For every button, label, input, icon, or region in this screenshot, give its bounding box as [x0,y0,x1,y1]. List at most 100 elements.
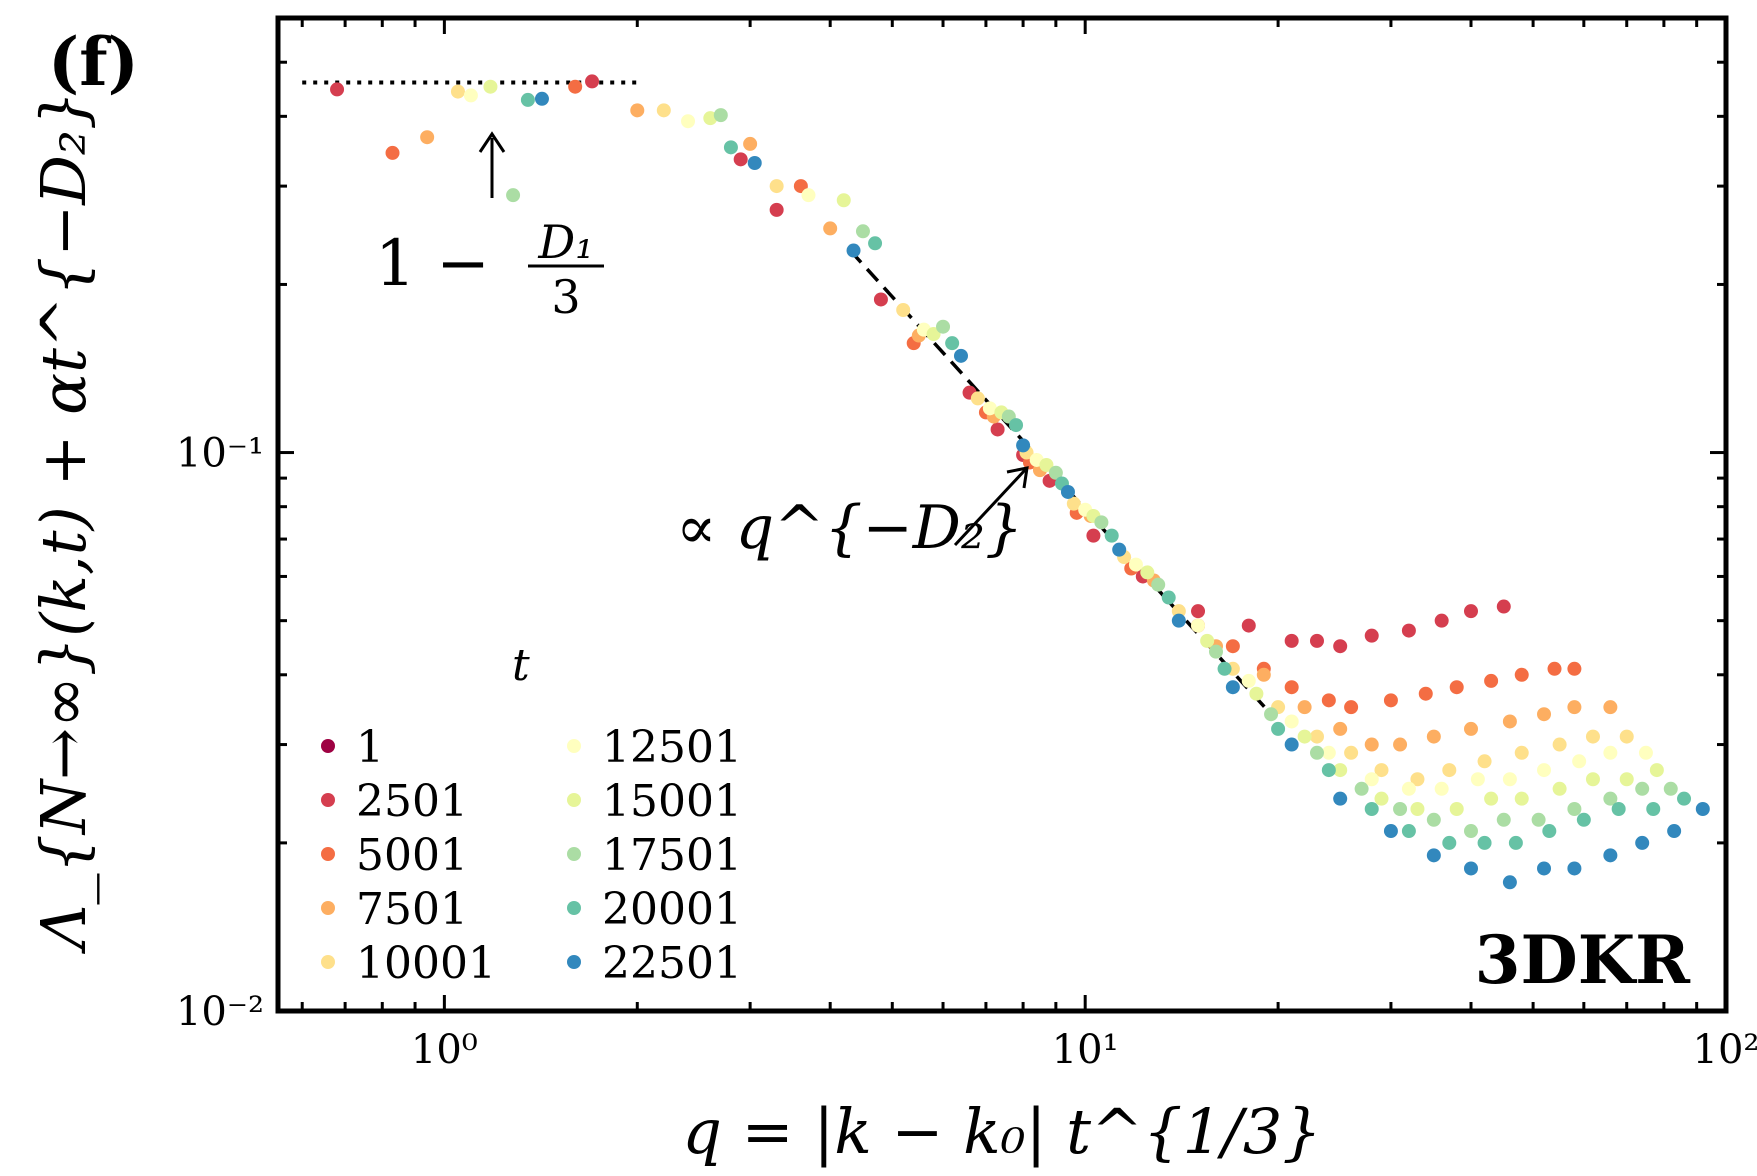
legend-items: 1250150017501100011250115001175012000122… [321,722,742,989]
point-t17501 [506,188,521,203]
point-t20001 [1321,763,1336,778]
point-t20001 [1104,528,1119,543]
point-t22501 [1537,861,1552,876]
point-t10001 [896,302,911,317]
point-t10001 [970,391,985,406]
point-t7501 [1603,700,1618,715]
point-t17501 [1603,791,1618,806]
point-t5001 [1449,680,1464,695]
point-t10001 [1410,772,1425,787]
point-t17501 [936,319,951,334]
point-t20001 [1009,418,1024,433]
point-t5001 [1225,639,1240,654]
series-15001 [483,79,1664,816]
point-t5001 [1547,661,1562,676]
point-t7501 [823,221,838,236]
point-t5001 [1344,700,1359,715]
point-t17501 [1048,465,1063,480]
point-t15001 [1039,457,1054,472]
point-t5001 [385,145,400,160]
point-t15001 [1249,686,1264,701]
point-t17501 [713,108,728,123]
point-t20001 [1401,824,1416,839]
x-axis-label: q = |k − k₀| t^{1/3} [682,1095,1321,1168]
point-t2501 [585,74,600,89]
point-t15001 [1333,763,1348,778]
legend-marker-t12501 [567,739,581,753]
point-t20001 [1442,835,1457,850]
point-t10001 [1374,763,1389,778]
point-t2501 [733,152,748,167]
point-t15001 [1410,801,1425,816]
point-t12501 [1364,772,1379,787]
point-t22501 [953,348,968,363]
point-t7501 [1463,721,1478,736]
point-t2501 [1086,528,1101,543]
point-t12501 [1284,714,1299,729]
legend-label-t22501: 22501 [602,938,742,989]
point-t20001 [1611,801,1626,816]
point-t20001 [1217,661,1232,676]
point-t17501 [1463,824,1478,839]
point-t20001 [723,140,738,155]
point-t22501 [1603,848,1618,863]
point-t2501 [1496,599,1511,614]
point-t12501 [1470,772,1485,787]
point-t10001 [769,179,784,194]
point-t15001 [703,111,718,126]
point-t22501 [1016,438,1031,453]
point-t10001 [1585,729,1600,744]
legend-label-t15001: 15001 [602,776,742,827]
point-t12501 [1603,745,1618,760]
point-t15001 [1297,729,1312,744]
point-t20001 [1576,812,1591,827]
legend-label-t2501: 2501 [356,776,468,827]
point-t17501 [1496,812,1511,827]
point-t17501 [1354,781,1369,796]
point-t2501 [1434,613,1449,628]
point-t2501 [1309,633,1324,648]
point-t17501 [1635,781,1650,796]
point-t15001 [836,193,851,208]
legend: t 12501500175011000112501150011750120001… [321,640,742,989]
point-t15001 [1484,791,1499,806]
point-t17501 [855,224,870,239]
point-t5001 [1567,661,1582,676]
legend-label-t1: 1 [356,722,384,773]
point-t22501 [1502,875,1517,890]
point-t5001 [1514,667,1529,682]
point-t22501 [1667,824,1682,839]
point-t12501 [1128,557,1143,572]
point-t2501 [1241,618,1256,633]
point-t2501 [330,82,345,97]
point-t10001 [450,84,465,99]
point-t15001 [1514,791,1529,806]
point-t12501 [1537,763,1552,778]
point-t7501 [1256,667,1271,682]
point-t5001 [1284,680,1299,695]
point-t5001 [1418,686,1433,701]
point-t12501 [801,188,816,203]
series-12501 [463,88,1653,796]
point-t5001 [568,79,583,94]
point-t12501 [1241,673,1256,688]
plateau-label-denominator: 3 [551,270,580,324]
x-tick-label: 10⁰ [411,1027,478,1073]
point-t20001 [945,336,960,351]
axis-tick-labels: 10⁰ 10¹ 10² 10⁻² 10⁻¹ [176,431,1757,1073]
power-law-label: ∝ q^{−D₂} [676,493,1023,563]
legend-title: t [512,640,530,691]
point-t12501 [681,114,696,129]
point-t20001 [1477,835,1492,850]
point-t22501 [1695,801,1710,816]
point-t22501 [1112,542,1127,557]
point-t2501 [873,292,888,307]
arrowhead-icon [478,131,506,153]
legend-label-t5001: 5001 [356,830,468,881]
point-t20001 [1508,835,1523,850]
y-tick-label: 10⁻¹ [176,431,264,477]
point-t12501 [463,88,478,103]
point-t10001 [1442,763,1457,778]
point-t17501 [1208,644,1223,659]
point-t7501 [1537,707,1552,722]
